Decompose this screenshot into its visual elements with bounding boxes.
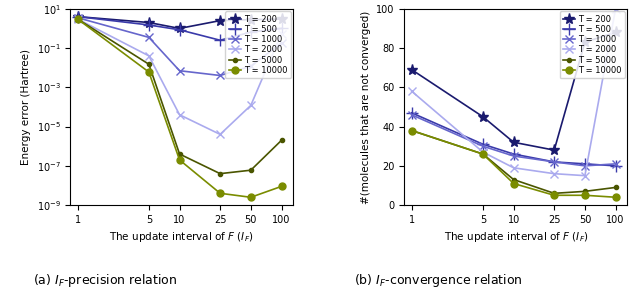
Line: T = 500: T = 500: [72, 11, 287, 46]
Line: T = 1000: T = 1000: [408, 111, 620, 170]
T = 1000: [581, 164, 589, 168]
Line: T = 500: T = 500: [406, 107, 621, 171]
T = 10000: [278, 185, 285, 188]
T = 5000: [74, 17, 81, 21]
T = 500: [612, 164, 620, 168]
T = 1000: [510, 154, 518, 158]
T = 5000: [145, 62, 153, 66]
T = 2000: [612, 7, 620, 11]
T = 10000: [74, 17, 81, 21]
T = 2000: [216, 133, 224, 136]
T = 5000: [278, 139, 285, 142]
T = 5000: [247, 168, 255, 172]
Line: T = 10000: T = 10000: [74, 16, 285, 201]
T = 500: [581, 162, 589, 166]
T = 500: [510, 152, 518, 156]
T = 2000: [479, 150, 487, 154]
T = 500: [550, 160, 558, 164]
T = 5000: [408, 129, 415, 132]
Text: (a) $I_F$-precision relation: (a) $I_F$-precision relation: [33, 272, 178, 289]
T = 10000: [612, 195, 620, 199]
T = 500: [247, 30, 255, 34]
T = 10000: [479, 152, 487, 156]
T = 500: [145, 23, 153, 27]
T = 500: [479, 142, 487, 146]
T = 10000: [550, 193, 558, 197]
T = 2000: [145, 54, 153, 58]
T = 5000: [176, 152, 184, 156]
T = 10000: [247, 195, 255, 199]
T = 2000: [176, 113, 184, 117]
T = 200: [278, 17, 285, 21]
T = 200: [176, 27, 184, 30]
T = 2000: [278, 32, 285, 35]
T = 5000: [550, 192, 558, 195]
T = 200: [74, 15, 81, 18]
Y-axis label: #(molecules that are not converged): #(molecules that are not converged): [361, 10, 371, 204]
T = 500: [176, 28, 184, 32]
T = 10000: [176, 158, 184, 162]
T = 5000: [612, 186, 620, 189]
Legend: T = 200, T = 500, T = 1000, T = 2000, T = 5000, T = 10000: T = 200, T = 500, T = 1000, T = 2000, T …: [559, 11, 625, 78]
T = 200: [550, 148, 558, 152]
T = 5000: [581, 190, 589, 193]
Y-axis label: Energy error (Hartree): Energy error (Hartree): [21, 49, 31, 165]
T = 2000: [581, 174, 589, 177]
T = 200: [145, 21, 153, 24]
T = 1000: [247, 64, 255, 68]
T = 200: [408, 68, 415, 71]
Line: T = 5000: T = 5000: [74, 15, 285, 178]
T = 1000: [145, 36, 153, 39]
T = 200: [612, 30, 620, 34]
T = 500: [216, 38, 224, 42]
T = 1000: [479, 144, 487, 148]
T = 500: [278, 27, 285, 30]
T = 200: [216, 19, 224, 22]
X-axis label: The update interval of $F$ ($I_F$): The update interval of $F$ ($I_F$): [109, 230, 254, 244]
T = 200: [510, 141, 518, 144]
Line: T = 5000: T = 5000: [408, 126, 620, 197]
Line: T = 200: T = 200: [72, 11, 287, 34]
Line: T = 2000: T = 2000: [74, 15, 285, 139]
T = 2000: [510, 166, 518, 170]
Line: T = 1000: T = 1000: [74, 13, 285, 80]
T = 1000: [176, 69, 184, 72]
T = 2000: [550, 172, 558, 176]
T = 10000: [216, 192, 224, 195]
T = 5000: [510, 178, 518, 181]
T = 1000: [216, 74, 224, 77]
T = 2000: [74, 17, 81, 21]
T = 10000: [510, 182, 518, 185]
X-axis label: The update interval of $F$ ($I_F$): The update interval of $F$ ($I_F$): [444, 230, 588, 244]
T = 2000: [247, 104, 255, 107]
Text: (b) $I_F$-convergence relation: (b) $I_F$-convergence relation: [354, 272, 523, 289]
T = 10000: [408, 129, 415, 132]
T = 1000: [278, 41, 285, 45]
T = 10000: [145, 70, 153, 74]
Line: T = 10000: T = 10000: [408, 127, 619, 201]
Line: T = 200: T = 200: [406, 27, 621, 156]
T = 1000: [408, 113, 415, 117]
T = 1000: [612, 162, 620, 166]
T = 200: [247, 18, 255, 21]
T = 5000: [479, 152, 487, 156]
Legend: T = 200, T = 500, T = 1000, T = 2000, T = 5000, T = 10000: T = 200, T = 500, T = 1000, T = 2000, T …: [225, 11, 291, 78]
T = 500: [74, 15, 81, 18]
T = 10000: [581, 193, 589, 197]
T = 1000: [550, 160, 558, 164]
T = 1000: [74, 16, 81, 20]
T = 5000: [216, 172, 224, 176]
T = 500: [408, 111, 415, 115]
Line: T = 2000: T = 2000: [408, 5, 620, 180]
T = 200: [581, 40, 589, 44]
T = 200: [479, 115, 487, 118]
T = 2000: [408, 89, 415, 93]
